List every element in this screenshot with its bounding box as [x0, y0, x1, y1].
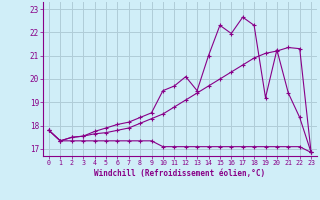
- X-axis label: Windchill (Refroidissement éolien,°C): Windchill (Refroidissement éolien,°C): [94, 169, 266, 178]
